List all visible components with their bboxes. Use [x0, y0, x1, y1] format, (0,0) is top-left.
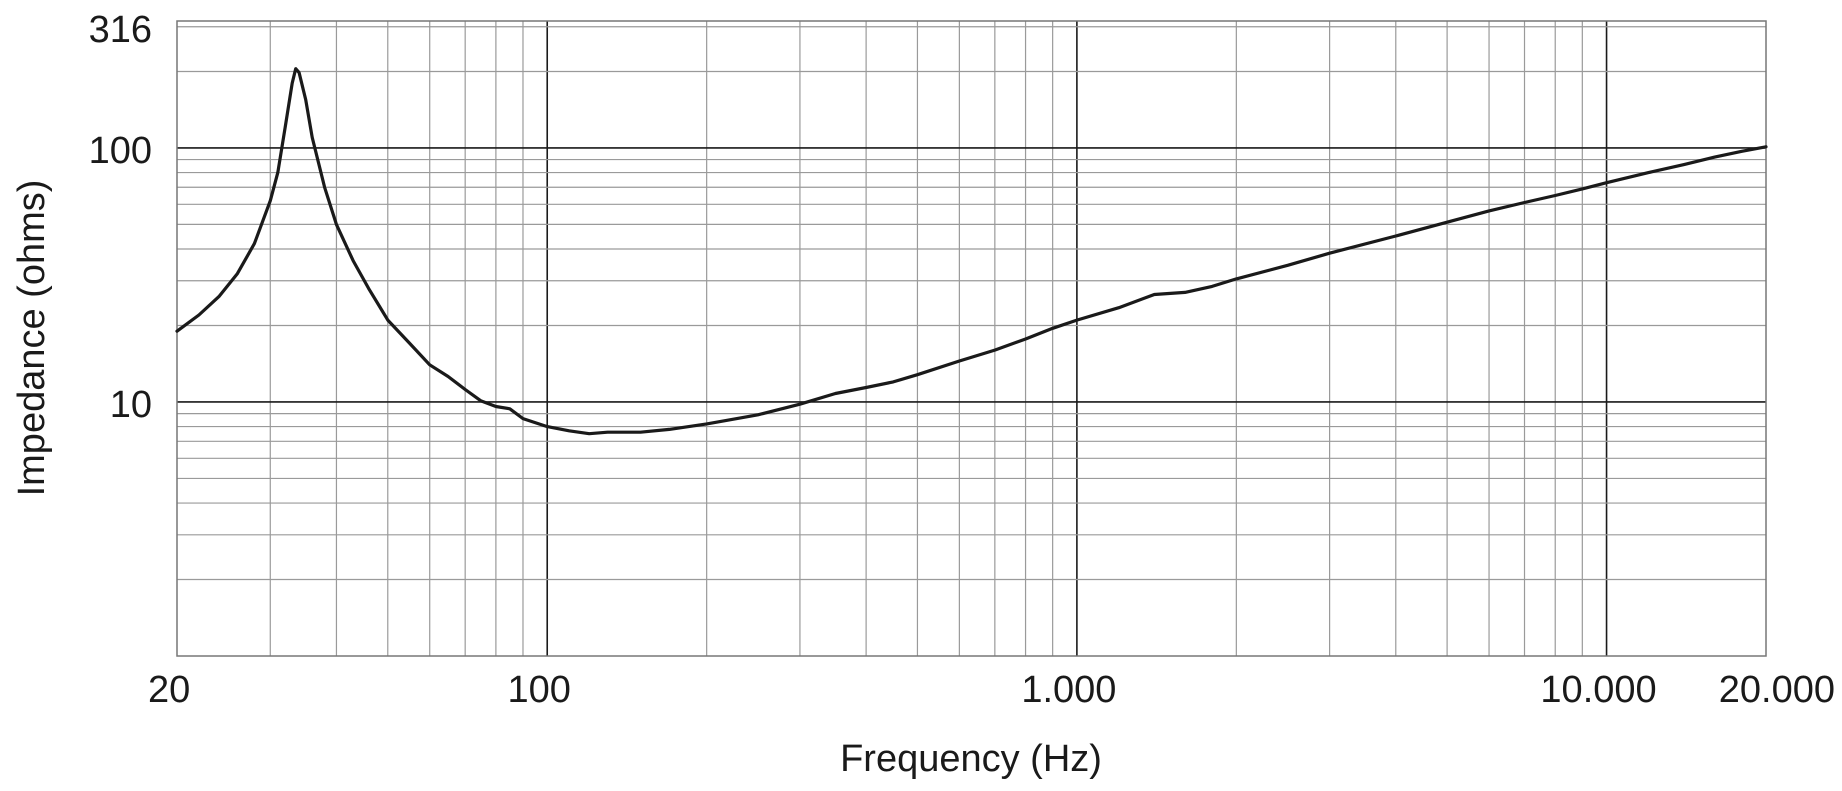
y-tick-labels: 10 100 316	[89, 9, 152, 426]
x-tick-label: 20.000	[1719, 669, 1835, 711]
x-tick-label: 20	[148, 669, 190, 711]
x-tick-label: 1.000	[1021, 669, 1116, 711]
plot-frame	[176, 20, 1767, 657]
x-tick-label: 100	[508, 669, 571, 711]
impedance-curve	[175, 67, 1768, 436]
series-layer	[175, 67, 1768, 436]
y-tick-label: 316	[89, 9, 152, 51]
y-axis-title: Impedance (ohms)	[11, 180, 53, 497]
y-tick-label: 100	[89, 130, 152, 172]
y-tick-label: 10	[110, 384, 152, 426]
grid	[177, 21, 1766, 656]
x-axis-title: Frequency (Hz)	[840, 738, 1102, 780]
x-tick-label: 10.000	[1540, 669, 1656, 711]
x-tick-labels: 20 100 1.000 10.000 20.000	[148, 669, 1835, 711]
